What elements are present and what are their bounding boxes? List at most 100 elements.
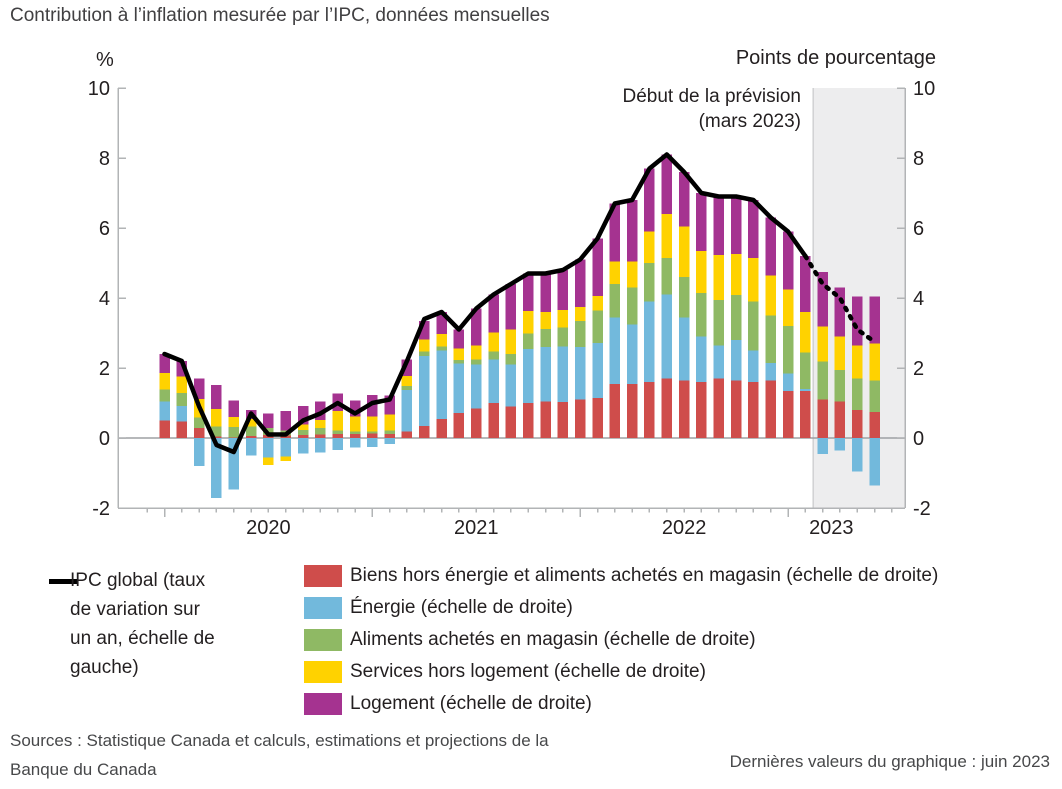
bar-segment [678,226,690,277]
left-axis-tick-label: 0 [99,428,110,450]
bar-segment [644,231,655,263]
bar-segment [696,292,707,337]
bar-segment [315,428,326,435]
bar-segment [401,359,413,377]
bar-segment [384,438,395,444]
bar-segment [626,261,638,288]
bar-segment [678,380,690,438]
bar-segment [574,399,586,438]
bar-segment [297,406,309,425]
bar-segment [678,277,690,318]
page-title: Contribution à l’inflation mesurée par l… [10,5,550,26]
legend-item-label: Services hors logement (échelle de droit… [350,661,706,682]
bar-segment [574,259,586,307]
bar-segment [453,363,465,413]
bar-segment [367,433,378,438]
bar-segment [661,154,673,214]
bar-segment [453,348,465,360]
sources-note: Sources : Statistique Canada et calculs,… [10,731,549,779]
bar-segment [730,340,742,381]
right-axis-tick-label: 4 [913,288,924,310]
bar-segment [557,327,569,347]
bar-segment [228,426,240,438]
bar-segment [263,413,274,429]
left-axis-tick-label: 6 [99,218,110,240]
bar-segment [782,373,794,391]
bar-segment [280,435,291,438]
bar-segment [280,456,291,461]
bar-segment [228,417,240,427]
bar-segment [349,431,361,435]
bar-segment [436,350,447,419]
cpi-line-forecast-dashed [803,253,877,345]
goods-swatch-icon [304,565,342,587]
bar-segment [852,378,863,410]
cpi-line-solid [162,152,808,455]
bar-segment [748,257,759,302]
bar-segment [401,386,413,391]
right-axis-tick-label: 10 [913,78,935,100]
x-axis-year-label: 2020 [246,517,291,539]
bar-segment [488,294,499,333]
bar-segment [869,380,880,412]
bar-segment [817,399,828,438]
bar-segment [834,336,846,370]
bar-segment [730,380,742,438]
bar-segment [159,420,170,438]
forecast-annotation-line1: Début de la prévision [622,86,802,107]
bar-segment [522,310,534,334]
bar-segment [540,273,551,312]
bar-segment [782,231,794,290]
bar-segment [678,172,690,227]
bar-segment [315,434,326,438]
chart-svg: -2 -2 0 0 2 2 4 4 6 6 8 8 10 10 2020 2021 2022 2023 [88,78,936,539]
bar-segment [609,261,621,284]
bar-segment [765,275,776,316]
bar-segment [488,332,499,352]
stacked-bars [159,154,880,499]
bar-segment [765,362,776,381]
bar-segment [315,419,326,429]
bar-segment [834,369,846,402]
bar-segment [471,345,482,360]
bar-segment [193,428,205,438]
x-axis-year-label: 2021 [454,517,499,539]
bar-segment [592,238,603,296]
bar-segment [332,411,343,431]
bar-segment [488,351,499,360]
bar-segment [713,196,724,255]
bar-segment [436,334,447,347]
bar-segment [471,364,482,409]
bar-segment [644,382,655,438]
bar-segment [696,382,707,438]
bar-segment [817,438,828,454]
bar-segment [419,320,430,340]
left-axis-tick-label: 10 [88,78,110,100]
left-axis-tick-label: 4 [99,288,110,310]
bar-segment [332,430,343,435]
bar-segment [852,345,863,379]
bar-segment [748,382,759,438]
bar-segment [453,412,465,438]
bar-segment [869,296,880,344]
bar-segment [228,400,240,417]
bar-segment [245,426,257,436]
bar-segment [263,457,274,465]
bar-segment [471,308,482,346]
bar-segment [557,401,569,438]
bar-segment [367,438,378,447]
bar-segment [800,312,811,353]
bar-segment [471,408,482,438]
bar-segment [522,348,534,403]
bar-segment [159,372,170,390]
bar-segment [540,401,551,438]
bar-segment [713,254,724,300]
bar-segment [436,312,447,335]
shelter-swatch-icon [304,693,342,715]
bar-segment [713,345,724,379]
bar-segment [852,296,863,346]
bar-segment [678,317,690,381]
bar-segment [661,294,673,379]
bar-segment [349,434,361,438]
